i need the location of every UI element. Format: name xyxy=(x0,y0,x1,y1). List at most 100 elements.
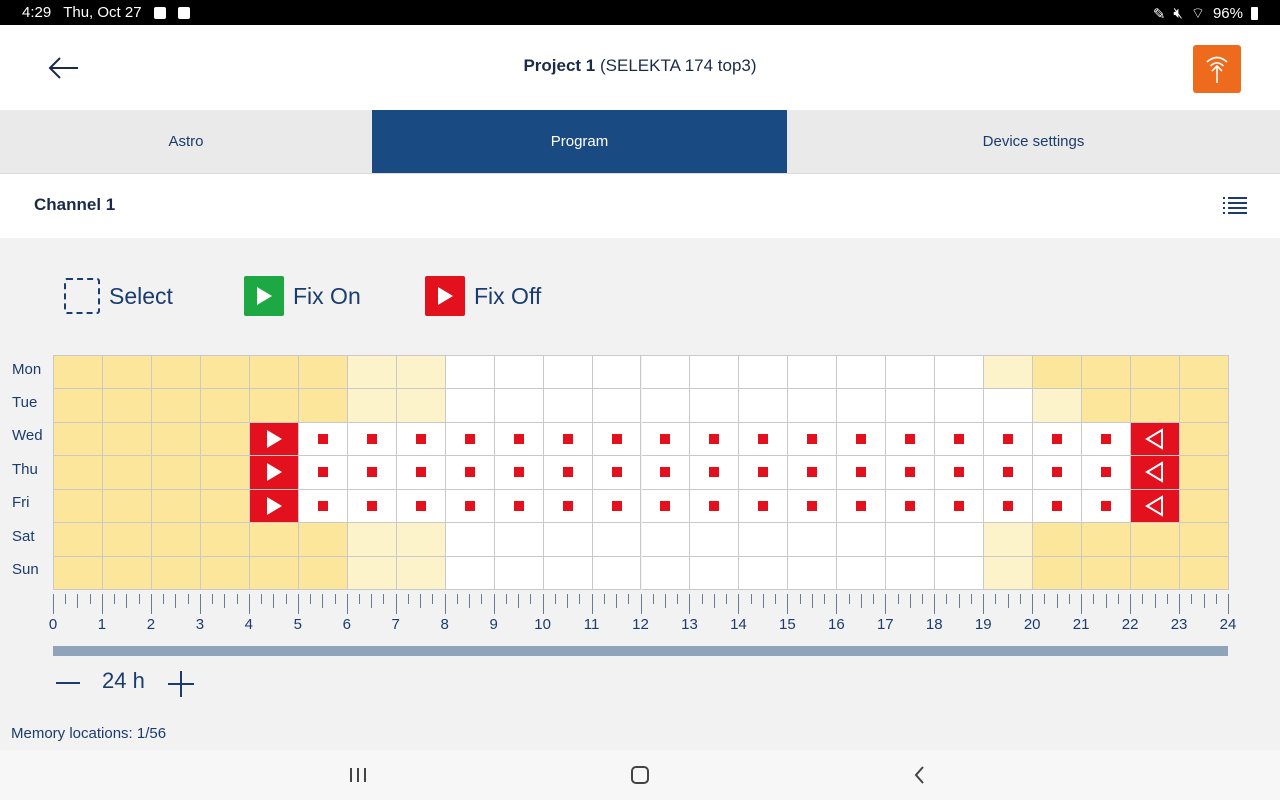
schedule-cell-active[interactable] xyxy=(837,422,887,457)
schedule-cell[interactable] xyxy=(151,556,201,590)
zoom-in-button[interactable] xyxy=(166,669,196,699)
recent-apps-button[interactable] xyxy=(346,764,370,786)
schedule-cell[interactable] xyxy=(1033,356,1083,390)
schedule-cell[interactable] xyxy=(592,556,642,590)
schedule-cell[interactable] xyxy=(543,523,593,557)
schedule-cell-active[interactable] xyxy=(347,422,397,457)
schedule-cell[interactable] xyxy=(200,456,250,490)
schedule-cell-active[interactable] xyxy=(984,422,1034,457)
schedule-cell[interactable] xyxy=(984,356,1034,390)
schedule-cell-active[interactable] xyxy=(494,489,544,524)
schedule-cell[interactable] xyxy=(54,556,103,590)
schedule-cell-active[interactable] xyxy=(788,422,838,457)
schedule-cell[interactable] xyxy=(1131,523,1181,557)
back-button[interactable] xyxy=(44,51,84,85)
schedule-cell[interactable] xyxy=(543,556,593,590)
schedule-cell-active[interactable] xyxy=(1033,422,1083,457)
schedule-cell[interactable] xyxy=(984,556,1034,590)
schedule-cell[interactable] xyxy=(102,389,152,423)
schedule-cell[interactable] xyxy=(1131,389,1181,423)
schedule-cell[interactable] xyxy=(935,523,985,557)
schedule-cell-active[interactable] xyxy=(543,489,593,524)
schedule-cell-active[interactable] xyxy=(690,456,740,490)
schedule-cell-active[interactable] xyxy=(592,489,642,524)
schedule-cell-active[interactable] xyxy=(935,456,985,490)
fix-off-marker[interactable] xyxy=(1131,489,1181,524)
schedule-cell[interactable] xyxy=(102,556,152,590)
schedule-cell[interactable] xyxy=(592,523,642,557)
tab-program[interactable]: Program xyxy=(372,110,787,173)
schedule-cell[interactable] xyxy=(200,523,250,557)
fix-on-marker[interactable] xyxy=(249,489,299,524)
schedule-cell[interactable] xyxy=(935,356,985,390)
schedule-cell[interactable] xyxy=(788,389,838,423)
schedule-cell[interactable] xyxy=(151,356,201,390)
schedule-cell-active[interactable] xyxy=(690,422,740,457)
schedule-cell[interactable] xyxy=(494,389,544,423)
schedule-cell[interactable] xyxy=(396,523,446,557)
schedule-cell-active[interactable] xyxy=(592,456,642,490)
schedule-cell[interactable] xyxy=(788,556,838,590)
schedule-cell[interactable] xyxy=(151,489,201,524)
schedule-cell[interactable] xyxy=(592,356,642,390)
schedule-cell[interactable] xyxy=(396,356,446,390)
schedule-cell[interactable] xyxy=(886,556,936,590)
schedule-cell[interactable] xyxy=(151,523,201,557)
schedule-cell[interactable] xyxy=(935,389,985,423)
schedule-cell-active[interactable] xyxy=(1033,456,1083,490)
schedule-cell-active[interactable] xyxy=(543,422,593,457)
schedule-cell[interactable] xyxy=(445,389,495,423)
schedule-cell[interactable] xyxy=(102,356,152,390)
schedule-cell[interactable] xyxy=(347,389,397,423)
fix-on-tool[interactable]: Fix On xyxy=(244,276,361,316)
schedule-cell-active[interactable] xyxy=(886,456,936,490)
schedule-cell-active[interactable] xyxy=(641,422,691,457)
schedule-cell-active[interactable] xyxy=(935,422,985,457)
schedule-cell-active[interactable] xyxy=(690,489,740,524)
schedule-cell[interactable] xyxy=(543,389,593,423)
schedule-cell-active[interactable] xyxy=(592,422,642,457)
schedule-cell-active[interactable] xyxy=(396,456,446,490)
schedule-cell[interactable] xyxy=(54,489,103,524)
schedule-cell-active[interactable] xyxy=(739,489,789,524)
schedule-cell-active[interactable] xyxy=(347,456,397,490)
schedule-cell[interactable] xyxy=(298,389,348,423)
schedule-cell-active[interactable] xyxy=(1033,489,1083,524)
schedule-cell[interactable] xyxy=(543,356,593,390)
schedule-cell-active[interactable] xyxy=(886,489,936,524)
schedule-cell[interactable] xyxy=(1180,356,1229,390)
schedule-cell[interactable] xyxy=(1082,389,1132,423)
system-back-button[interactable] xyxy=(908,764,932,786)
schedule-cell[interactable] xyxy=(1180,556,1229,590)
schedule-cell[interactable] xyxy=(102,456,152,490)
schedule-cell-active[interactable] xyxy=(494,422,544,457)
schedule-cell-active[interactable] xyxy=(886,422,936,457)
schedule-cell[interactable] xyxy=(1131,356,1181,390)
schedule-cell[interactable] xyxy=(54,389,103,423)
schedule-cell-active[interactable] xyxy=(984,456,1034,490)
transmit-button[interactable] xyxy=(1193,45,1241,93)
schedule-cell[interactable] xyxy=(837,523,887,557)
schedule-cell[interactable] xyxy=(200,489,250,524)
schedule-cell[interactable] xyxy=(249,556,299,590)
schedule-cell[interactable] xyxy=(837,389,887,423)
schedule-cell-active[interactable] xyxy=(396,422,446,457)
schedule-cell[interactable] xyxy=(102,523,152,557)
schedule-cell[interactable] xyxy=(298,356,348,390)
schedule-cell[interactable] xyxy=(886,389,936,423)
schedule-cell[interactable] xyxy=(1180,489,1229,524)
schedule-cell-active[interactable] xyxy=(298,422,348,457)
schedule-cell[interactable] xyxy=(1180,523,1229,557)
schedule-cell[interactable] xyxy=(788,523,838,557)
schedule-cell-active[interactable] xyxy=(739,422,789,457)
schedule-cell[interactable] xyxy=(1033,556,1083,590)
schedule-cell[interactable] xyxy=(641,389,691,423)
schedule-cell-active[interactable] xyxy=(1082,422,1132,457)
schedule-cell-active[interactable] xyxy=(543,456,593,490)
weekly-schedule-grid[interactable] xyxy=(53,355,1229,590)
schedule-cell-active[interactable] xyxy=(788,489,838,524)
fix-off-marker[interactable] xyxy=(1131,456,1181,490)
schedule-cell[interactable] xyxy=(445,556,495,590)
schedule-cell-active[interactable] xyxy=(445,456,495,490)
schedule-cell-active[interactable] xyxy=(641,456,691,490)
